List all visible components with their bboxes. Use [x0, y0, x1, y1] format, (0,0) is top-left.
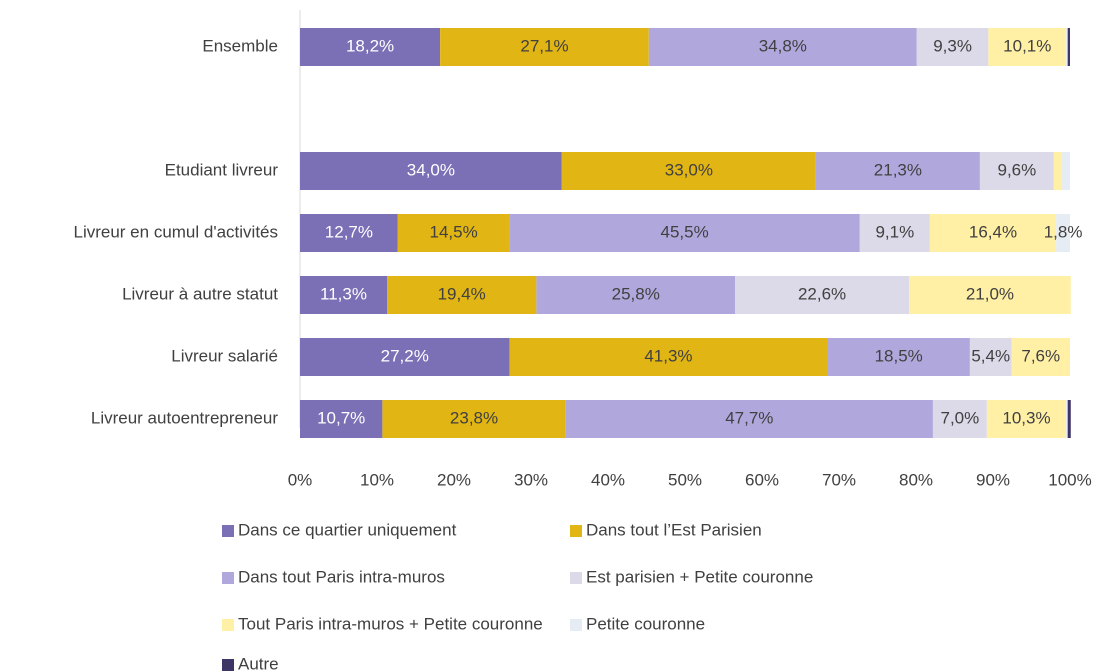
bar-segment [300, 152, 562, 190]
bar-segment [648, 28, 917, 66]
data-label: 10,3% [1002, 408, 1050, 427]
data-label: 19,4% [438, 284, 486, 303]
legend-swatch [570, 572, 582, 584]
legend-label: Autre [238, 654, 279, 672]
bar-segment [1066, 400, 1068, 438]
bar-segment [300, 214, 398, 252]
data-label: 45,5% [661, 222, 709, 241]
data-label: 14,5% [430, 222, 478, 241]
x-tick-label: 0% [288, 470, 313, 489]
x-tick-label: 80% [899, 470, 933, 489]
bar-segment [1067, 400, 1071, 438]
data-label: 41,3% [644, 346, 692, 365]
data-label: 9,1% [875, 222, 914, 241]
bar-segment [387, 276, 537, 314]
bar-segment [300, 400, 383, 438]
x-tick-label: 20% [437, 470, 471, 489]
bar-segment [916, 28, 989, 66]
data-label: 18,2% [346, 36, 394, 55]
data-label: 11,3% [320, 284, 367, 303]
y-tick-label: Ensemble [202, 36, 278, 55]
bar-segment [988, 28, 1067, 66]
x-tick-label: 40% [591, 470, 625, 489]
x-tick-label: 70% [822, 470, 856, 489]
legend-swatch [570, 619, 582, 631]
legend-swatch [222, 525, 234, 537]
y-tick-label: Etudiant livreur [165, 160, 279, 179]
legend-label: Dans tout Paris intra-muros [238, 567, 445, 586]
data-label: 47,7% [725, 408, 773, 427]
legend-label: Dans ce quartier uniquement [238, 520, 457, 539]
bar-segment [929, 214, 1057, 252]
bar-segment [859, 214, 930, 252]
bar-segment [382, 400, 566, 438]
y-tick-label: Livreur autoentrepreneur [91, 408, 278, 427]
bar-segment [440, 28, 649, 66]
x-tick-label: 50% [668, 470, 702, 489]
bar-segment [909, 276, 1071, 314]
data-label: 16,4% [969, 222, 1017, 241]
bar-segment [561, 152, 816, 190]
bar-segment [1053, 152, 1062, 190]
bar-segment [300, 338, 510, 376]
data-label: 7,6% [1021, 346, 1060, 365]
bar-segment [979, 152, 1054, 190]
bar-segment [969, 338, 1012, 376]
data-label: 22,6% [798, 284, 846, 303]
bar-segment [397, 214, 510, 252]
data-label: 1,8% [1044, 222, 1083, 241]
x-tick-label: 10% [360, 470, 394, 489]
bar-segment [536, 276, 736, 314]
bar-segment [1066, 28, 1068, 66]
bar-segment [565, 400, 933, 438]
data-label: 25,8% [612, 284, 660, 303]
legend-swatch [570, 525, 582, 537]
bar-segment [815, 152, 980, 190]
data-label: 34,8% [759, 36, 807, 55]
x-tick-label: 30% [514, 470, 548, 489]
bar-segment [827, 338, 970, 376]
bar-segment [300, 28, 441, 66]
data-label: 9,6% [997, 160, 1036, 179]
x-tick-label: 60% [745, 470, 779, 489]
data-label: 33,0% [665, 160, 713, 179]
data-label: 27,1% [520, 36, 568, 55]
bar-segment [1061, 152, 1070, 190]
x-tick-label: 90% [976, 470, 1010, 489]
legend-swatch [222, 572, 234, 584]
data-label: 18,5% [875, 346, 923, 365]
data-label: 9,3% [933, 36, 972, 55]
bar-segment [509, 214, 860, 252]
data-label: 21,3% [874, 160, 922, 179]
legend-label: Dans tout l’Est Parisien [586, 520, 762, 539]
data-label: 23,8% [450, 408, 498, 427]
bar-segment [1056, 214, 1070, 252]
bar-segment [932, 400, 987, 438]
bar-segment [509, 338, 828, 376]
data-label: 27,2% [381, 346, 429, 365]
bar-segment [1067, 28, 1070, 66]
data-label: 5,4% [971, 346, 1010, 365]
y-tick-label: Livreur salarié [171, 346, 278, 365]
bar-segment [300, 276, 388, 314]
data-label: 10,1% [1003, 36, 1051, 55]
bar-segment [986, 400, 1067, 438]
y-tick-label: Livreur en cumul d'activités [74, 222, 279, 241]
data-label: 12,7% [325, 222, 373, 241]
x-tick-label: 100% [1048, 470, 1091, 489]
legend-swatch [222, 619, 234, 631]
bar-segment [1011, 338, 1070, 376]
data-label: 10,7% [317, 408, 365, 427]
data-label: 21,0% [966, 284, 1014, 303]
data-label: 7,0% [941, 408, 980, 427]
data-label: 34,0% [407, 160, 455, 179]
y-tick-label: Livreur à autre statut [122, 284, 278, 303]
legend-label: Petite couronne [586, 614, 705, 633]
legend-label: Est parisien + Petite couronne [586, 567, 813, 586]
legend-swatch [222, 659, 234, 671]
bar-segment [735, 276, 910, 314]
legend-label: Tout Paris intra-muros + Petite couronne [238, 614, 543, 633]
